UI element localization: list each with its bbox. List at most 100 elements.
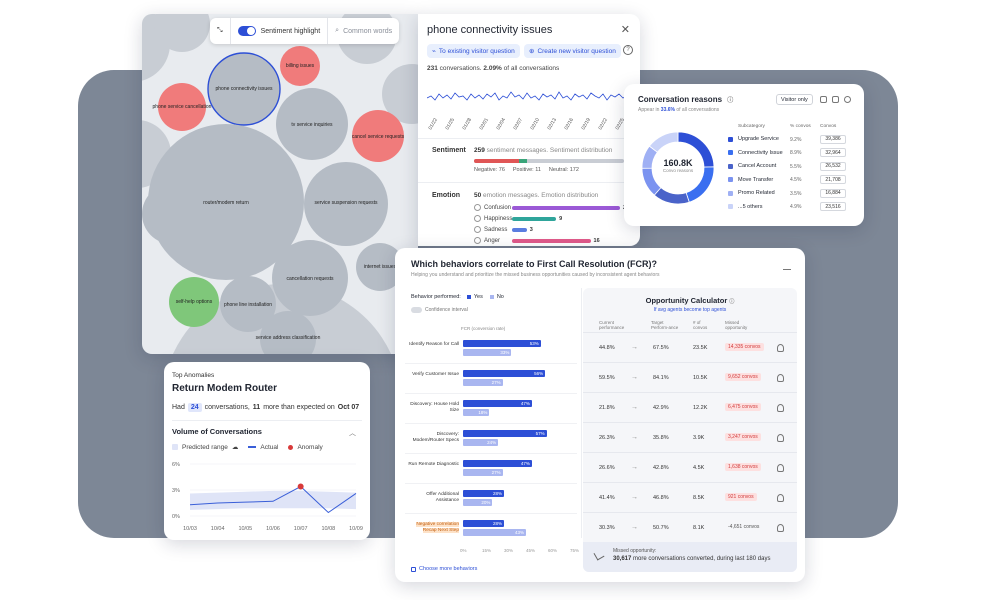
donut-slice[interactable] (653, 187, 690, 205)
lightbulb-icon[interactable] (777, 404, 784, 412)
calc-subtitle[interactable]: If avg agents become top agents (653, 307, 727, 313)
arrow-right-icon: → (631, 374, 638, 381)
date-tick: 02/22 (598, 117, 610, 131)
bubble-cancellation[interactable] (272, 240, 348, 316)
behavior-label: Run Remote Diagnostic (405, 462, 459, 468)
bubble-self-help[interactable] (169, 277, 219, 327)
x-tick-label: 10/09 (349, 526, 363, 532)
visitor-only-button[interactable]: Visitor only (776, 94, 813, 105)
date-tick: 02/10 (530, 117, 542, 131)
bar-no[interactable]: 27% (463, 469, 503, 476)
reason-row[interactable]: Upgrade Service (728, 136, 779, 142)
anomaly-date: Oct 07 (337, 404, 360, 411)
bubble-tv[interactable] (276, 88, 348, 160)
x-tick-label: 75% (570, 548, 580, 553)
bubble-phone-connectivity[interactable] (207, 52, 281, 126)
reason-row[interactable]: Cancel Account (728, 163, 776, 169)
yes-swatch (466, 295, 471, 299)
bubble-suspension[interactable] (304, 162, 388, 246)
toggle-switch[interactable] (411, 307, 422, 313)
bar-no[interactable]: 27% (463, 379, 503, 386)
behavior-name: Recap Next Step (422, 527, 459, 533)
actual-swatch (248, 446, 257, 448)
new-question-button[interactable]: ⊕ Create new visitor question (524, 44, 621, 58)
bar-yes[interactable]: 47% (463, 460, 532, 467)
reasons-sub-post: of all conversations (676, 107, 720, 113)
confidence-interval-toggle[interactable]: Confidence interval (411, 307, 468, 313)
bubble-toolbar: ⤡ Sentiment highlight ⌕ Common words (210, 18, 400, 44)
reason-row[interactable]: Move Transfer (728, 177, 773, 183)
lightbulb-icon[interactable] (777, 374, 784, 382)
bubble-line-install[interactable] (220, 276, 276, 332)
help-icon[interactable]: ? (623, 45, 633, 55)
info-icon[interactable]: ⓘ (727, 98, 734, 104)
choose-more-behaviors-link[interactable]: Choose more behaviors (411, 566, 477, 572)
sentiment-count: 259 (474, 147, 485, 154)
bubble-internet[interactable] (356, 243, 404, 291)
bubble-cancel-service[interactable] (352, 110, 404, 162)
current-performance: 44.8% (599, 345, 615, 351)
behavior-label: Offer Additional Assistance (405, 492, 459, 503)
common-words-search[interactable]: ⌕ Common words (328, 18, 399, 44)
calc-row: 44.8% → 67.5% 23.5K 14,335 convos (583, 332, 797, 362)
conv-count: 231 (427, 65, 438, 72)
current-performance: 26.3% (599, 435, 615, 441)
bar-yes[interactable]: 53% (463, 340, 541, 347)
reason-row[interactable]: Promo Related (728, 190, 775, 196)
bar-yes[interactable]: 47% (463, 400, 532, 407)
arrow-right-icon: → (631, 464, 638, 471)
head-current: Current performance (599, 320, 625, 330)
bar-yes[interactable]: 57% (463, 430, 547, 437)
reason-count: 26,532 (820, 161, 846, 171)
reason-row[interactable]: Connectivity Issue (728, 150, 783, 156)
download-icon[interactable] (783, 262, 791, 270)
sentiment-highlight-toggle[interactable]: Sentiment highlight (231, 18, 329, 44)
bar-yes[interactable]: 28% (463, 490, 505, 497)
lightbulb-icon[interactable] (777, 464, 784, 472)
reason-swatch (728, 190, 733, 196)
toggle-switch[interactable] (237, 26, 256, 36)
bubble[interactable] (382, 64, 418, 124)
bubble-billing[interactable] (280, 46, 320, 86)
lightbulb-icon[interactable] (777, 344, 784, 352)
anomaly-point[interactable] (297, 483, 304, 490)
fcr-correlation-card: Which behaviors correlate to First Call … (395, 248, 805, 582)
bubble-router-return[interactable] (148, 124, 304, 280)
bar-no[interactable]: 43% (463, 529, 527, 536)
info-icon[interactable]: ⓘ (729, 299, 735, 305)
chevron-up-icon[interactable]: ︿ (349, 430, 356, 437)
negative-correlation-tag: Negative correlation (416, 522, 459, 527)
bubble-phone-cancel[interactable] (158, 83, 206, 131)
anomaly-legend: Predicted range ☁ Actual Anomaly (172, 443, 323, 451)
reasons-subtitle: Appear in 33.6% of all conversations (638, 107, 719, 113)
bubble[interactable] (154, 14, 210, 52)
behavior-name: Run Remote Diagnostic (408, 462, 459, 467)
bar-yes[interactable]: 56% (463, 370, 546, 377)
bar-no[interactable]: 20% (463, 499, 493, 506)
reason-count: 21,708 (820, 175, 846, 184)
bar-no[interactable]: 33% (463, 349, 512, 356)
close-icon[interactable]: ✕ (620, 24, 630, 36)
donut-total: 160.8K (663, 158, 693, 168)
reason-pct: 3.5% (790, 190, 802, 197)
bubble-canvas (142, 14, 418, 354)
foot-summary: 30,617 more conversations converted, dur… (613, 556, 770, 562)
collapse-icon[interactable]: ⤡ (210, 18, 231, 44)
bar-no[interactable]: 18% (463, 409, 490, 416)
lightbulb-icon[interactable] (777, 524, 784, 532)
bubble-address[interactable] (260, 311, 316, 354)
missed-opportunity: 1,638 convos (725, 463, 761, 471)
expand-icon[interactable] (832, 96, 839, 103)
donut-slice[interactable] (648, 131, 679, 153)
lightbulb-icon[interactable] (777, 494, 784, 502)
bar-no[interactable]: 24% (463, 439, 499, 446)
lightbulb-icon[interactable] (777, 434, 784, 442)
bubble-label: billing issues (286, 63, 315, 69)
reason-row[interactable]: ...5 others (728, 204, 762, 210)
reasons-sub-pre: Appear in (638, 107, 660, 113)
existing-question-button[interactable]: ⌁ To existing visitor question (427, 44, 520, 58)
missed-opportunity: 6,475 convos (725, 403, 761, 411)
bar-yes[interactable]: 28% (463, 520, 505, 527)
gear-icon[interactable] (844, 96, 851, 103)
download-icon[interactable] (820, 96, 827, 103)
